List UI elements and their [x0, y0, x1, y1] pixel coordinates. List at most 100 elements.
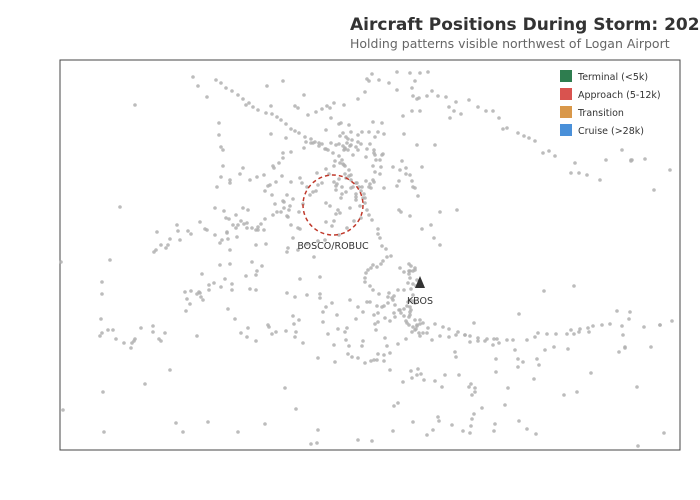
- aircraft-point: [356, 140, 360, 144]
- aircraft-point: [313, 140, 317, 144]
- aircraft-point: [98, 334, 102, 338]
- aircraft-point: [329, 141, 333, 145]
- aircraft-point: [360, 130, 364, 134]
- aircraft-point: [388, 319, 392, 323]
- aircraft-point: [373, 322, 377, 326]
- aircraft-point: [468, 340, 472, 344]
- aircraft-point: [228, 248, 232, 252]
- aircraft-point: [301, 341, 305, 345]
- aircraft-point: [189, 289, 193, 293]
- aircraft-point: [586, 326, 590, 330]
- aircraft-point: [525, 338, 529, 342]
- aircraft-point: [517, 312, 521, 316]
- aircraft-point: [316, 183, 320, 187]
- aircraft-point: [300, 181, 304, 185]
- aircraft-point: [652, 188, 656, 192]
- aircraft-point: [334, 184, 338, 188]
- aircraft-point: [368, 300, 372, 304]
- aircraft-point: [254, 243, 258, 247]
- aircraft-point: [317, 144, 321, 148]
- aircraft-point: [363, 280, 367, 284]
- aircraft-point: [298, 277, 302, 281]
- aircraft-point: [361, 310, 365, 314]
- aircraft-point: [312, 255, 316, 259]
- aircraft-point: [436, 94, 440, 98]
- aircraft-point: [373, 170, 377, 174]
- aircraft-point: [227, 217, 231, 221]
- aircraft-point: [226, 307, 230, 311]
- aircraft-point: [472, 321, 476, 325]
- aircraft-point: [184, 309, 188, 313]
- aircraft-point: [525, 427, 529, 431]
- aircraft-point: [345, 226, 349, 230]
- aircraft-point: [418, 334, 422, 338]
- aircraft-point: [235, 235, 239, 239]
- aircraft-point: [565, 332, 569, 336]
- aircraft-point: [426, 70, 430, 74]
- aircraft-point: [293, 129, 297, 133]
- aircraft-point: [286, 246, 290, 250]
- aircraft-point: [469, 424, 473, 428]
- aircraft-point: [391, 429, 395, 433]
- aircraft-point: [343, 330, 347, 334]
- aircraft-point: [537, 363, 541, 367]
- aircraft-point: [407, 262, 411, 266]
- aircraft-point: [492, 337, 496, 341]
- aircraft-point: [440, 385, 444, 389]
- aircraft-point: [323, 238, 327, 242]
- aircraft-point: [569, 171, 573, 175]
- aircraft-point: [316, 356, 320, 360]
- aircraft-point: [635, 385, 639, 389]
- aircraft-point: [201, 298, 205, 302]
- aircraft-point: [363, 90, 367, 94]
- aircraft-point: [250, 260, 254, 264]
- aircraft-point: [621, 333, 625, 337]
- aircraft-point: [302, 146, 306, 150]
- aircraft-point: [316, 428, 320, 432]
- aircraft-point: [553, 154, 557, 158]
- aircraft-point: [350, 138, 354, 142]
- airport-label: KBOS: [407, 296, 433, 307]
- aircraft-point: [374, 328, 378, 332]
- aircraft-point: [339, 121, 343, 125]
- aircraft-point: [324, 305, 328, 309]
- aircraft-point: [578, 327, 582, 331]
- aircraft-point: [493, 422, 497, 426]
- aircraft-point: [245, 335, 249, 339]
- aircraft-point: [270, 112, 274, 116]
- aircraft-point: [199, 295, 203, 299]
- aircraft-point: [215, 185, 219, 189]
- aircraft-point: [231, 223, 235, 227]
- aircraft-point: [308, 193, 312, 197]
- aircraft-point: [296, 248, 300, 252]
- aircraft-point: [404, 337, 408, 341]
- aircraft-point: [238, 172, 242, 176]
- aircraft-point: [376, 227, 380, 231]
- aircraft-point: [410, 330, 414, 334]
- aircraft-point: [382, 132, 386, 136]
- legend-swatch: [560, 88, 572, 100]
- aircraft-point: [585, 173, 589, 177]
- aircraft-point: [371, 263, 375, 267]
- aircraft-point: [224, 86, 228, 90]
- aircraft-point: [228, 178, 232, 182]
- aircraft-point: [244, 103, 248, 107]
- aircraft-point: [534, 432, 538, 436]
- aircraft-point: [326, 148, 330, 152]
- aircraft-point: [382, 353, 386, 357]
- aircraft-point: [404, 166, 408, 170]
- aircraft-point: [452, 109, 456, 113]
- aircraft-point: [207, 288, 211, 292]
- aircraft-point: [371, 288, 375, 292]
- aircraft-point: [573, 161, 577, 165]
- aircraft-point: [354, 181, 358, 185]
- aircraft-point: [100, 331, 104, 335]
- aircraft-point: [324, 220, 328, 224]
- aircraft-point: [289, 180, 293, 184]
- aircraft-point: [418, 71, 422, 75]
- aircraft-point: [400, 159, 404, 163]
- aircraft-point: [455, 208, 459, 212]
- aircraft-point: [436, 415, 440, 419]
- aircraft-point: [398, 266, 402, 270]
- aircraft-point: [441, 325, 445, 329]
